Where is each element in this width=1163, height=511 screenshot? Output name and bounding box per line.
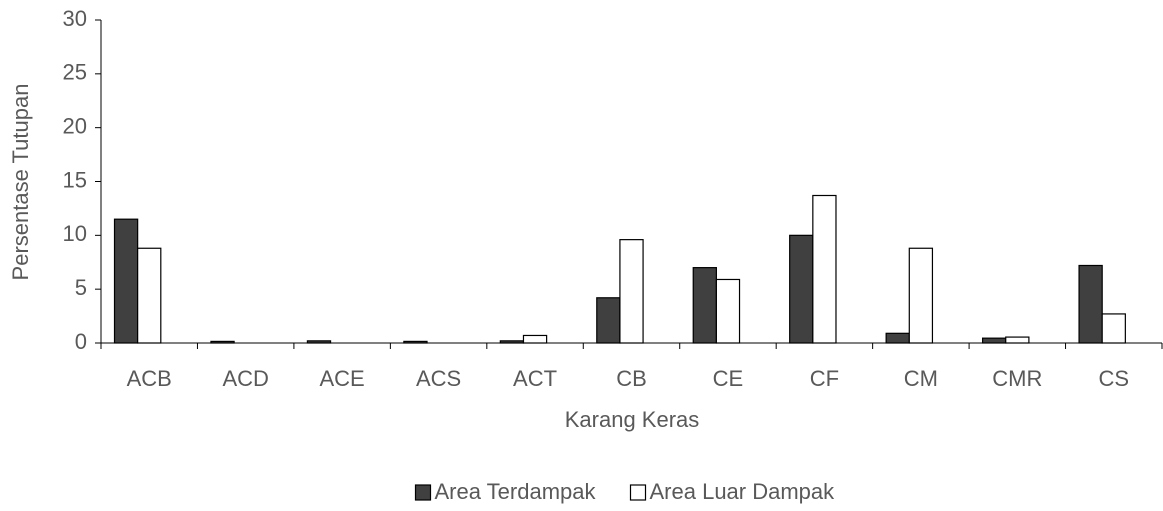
x-tick-label: CS (1098, 366, 1129, 391)
legend-label: Area Terdampak (435, 479, 597, 504)
x-tick-label: CMR (992, 366, 1042, 391)
bar (403, 340, 428, 344)
y-tick-label: 30 (63, 6, 87, 31)
y-tick-label: 15 (63, 167, 87, 192)
bar (306, 340, 332, 344)
y-tick-label: 25 (63, 60, 87, 85)
x-axis-title: Karang Keras (565, 407, 700, 432)
bar (1005, 336, 1030, 344)
bar (137, 247, 162, 344)
bar (499, 340, 525, 344)
x-tick-label: ACT (513, 366, 557, 391)
y-axis-title: Persentase Tutupan (8, 84, 33, 281)
y-tick-label: 0 (75, 329, 87, 354)
bar (596, 297, 621, 344)
bar (1078, 264, 1103, 344)
bar (908, 247, 934, 344)
bar (210, 340, 235, 344)
x-tick-label: CM (904, 366, 938, 391)
bar (692, 267, 717, 344)
x-tick-label: CB (616, 366, 647, 391)
bar (619, 239, 644, 344)
bar (522, 334, 548, 344)
bar (981, 337, 1007, 344)
bar (885, 332, 910, 344)
y-tick-label: 10 (63, 221, 87, 246)
legend-swatch (414, 484, 432, 501)
x-tick-label: ACB (127, 366, 172, 391)
bar (789, 234, 814, 344)
x-tick-label: ACD (222, 366, 268, 391)
x-tick-label: ACE (320, 366, 365, 391)
x-tick-label: CF (810, 366, 839, 391)
x-tick-label: ACS (416, 366, 461, 391)
bar (113, 218, 139, 344)
legend-swatch (629, 484, 647, 501)
y-tick-label: 5 (75, 275, 87, 300)
bar (812, 194, 837, 344)
legend-label: Area Luar Dampak (650, 479, 836, 504)
bar (1101, 313, 1126, 344)
bar (715, 278, 741, 344)
y-tick-label: 20 (63, 113, 87, 138)
x-tick-label: CE (713, 366, 744, 391)
